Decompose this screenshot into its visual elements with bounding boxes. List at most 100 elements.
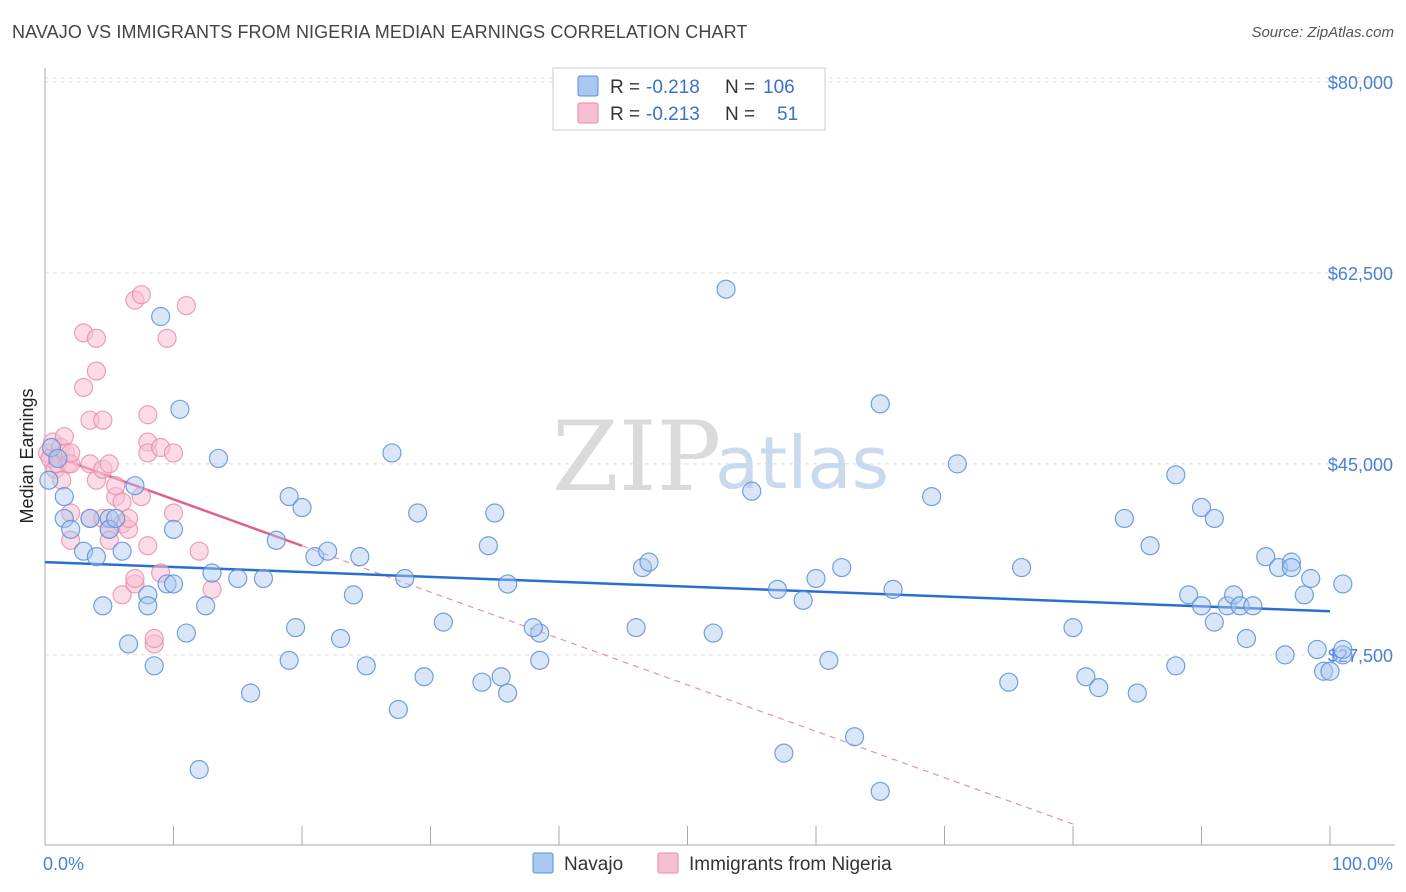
legend-n-value-nigeria: 51 bbox=[777, 104, 798, 125]
data-point-navajo bbox=[498, 683, 518, 703]
data-point-navajo bbox=[999, 672, 1019, 692]
data-point-nigeria bbox=[157, 328, 177, 348]
data-point-navajo bbox=[279, 487, 299, 507]
data-point-nigeria bbox=[138, 536, 158, 556]
data-point-nigeria bbox=[106, 476, 126, 496]
data-point-nigeria bbox=[86, 328, 107, 348]
data-point-navajo bbox=[703, 623, 723, 643]
data-point-navajo bbox=[472, 672, 492, 692]
data-point-navajo bbox=[99, 508, 119, 529]
data-point-navajo bbox=[1256, 547, 1276, 567]
data-point-navajo bbox=[356, 656, 376, 676]
data-point-navajo bbox=[388, 699, 408, 720]
data-point-navajo bbox=[1301, 568, 1321, 589]
data-point-navajo bbox=[318, 541, 338, 561]
data-point-navajo bbox=[54, 508, 74, 529]
data-point-navajo bbox=[844, 727, 865, 747]
data-point-navajo bbox=[157, 574, 177, 594]
data-point-navajo bbox=[1076, 667, 1096, 687]
data-point-navajo bbox=[330, 628, 351, 649]
data-point-nigeria bbox=[176, 295, 196, 316]
data-point-navajo bbox=[1204, 612, 1224, 632]
y-tick-label: $27,500 bbox=[1328, 646, 1393, 666]
data-point-navajo bbox=[491, 667, 511, 687]
data-point-navajo bbox=[819, 650, 839, 670]
data-point-navajo bbox=[1333, 645, 1353, 665]
data-point-navajo bbox=[350, 547, 370, 567]
data-point-nigeria bbox=[61, 530, 81, 550]
data-point-nigeria bbox=[131, 487, 151, 507]
data-point-navajo bbox=[1333, 574, 1353, 594]
data-point-navajo bbox=[806, 568, 826, 589]
y-tick-label: $45,000 bbox=[1328, 455, 1393, 475]
data-point-navajo bbox=[253, 568, 274, 589]
x-tick-label-max: 100.0% bbox=[1332, 854, 1393, 874]
series-navajo-points bbox=[39, 279, 1353, 801]
data-point-navajo bbox=[196, 596, 216, 616]
data-point-navajo bbox=[138, 596, 158, 616]
data-point-nigeria bbox=[112, 585, 132, 605]
data-point-navajo bbox=[163, 519, 184, 539]
y-ticks: $27,500 $45,000 $62,500 $80,000 bbox=[1328, 73, 1393, 666]
data-point-navajo bbox=[151, 306, 171, 327]
data-point-navajo bbox=[41, 437, 62, 458]
y-tick-label: $62,500 bbox=[1328, 264, 1393, 284]
data-point-navajo bbox=[1307, 639, 1327, 660]
data-point-navajo bbox=[1166, 656, 1186, 676]
data-point-navajo bbox=[48, 448, 68, 469]
data-point-navajo bbox=[1114, 508, 1135, 529]
data-point-navajo bbox=[1294, 585, 1314, 605]
data-point-nigeria bbox=[99, 530, 119, 550]
data-point-navajo bbox=[1243, 596, 1263, 616]
x-ticks: 0.0% 100.0% bbox=[43, 854, 1393, 874]
data-point-navajo bbox=[228, 568, 248, 589]
legend-n-value-navajo: 106 bbox=[763, 77, 795, 98]
data-point-navajo bbox=[144, 656, 164, 676]
data-point-navajo bbox=[774, 743, 794, 763]
data-point-navajo bbox=[883, 579, 903, 600]
data-point-navajo bbox=[61, 519, 81, 539]
data-point-navajo bbox=[163, 574, 184, 594]
data-point-nigeria bbox=[163, 443, 184, 463]
data-point-nigeria bbox=[189, 541, 209, 561]
data-point-navajo bbox=[106, 508, 126, 529]
data-point-navajo bbox=[99, 519, 119, 539]
data-point-nigeria bbox=[144, 628, 164, 649]
data-point-navajo bbox=[292, 497, 312, 518]
data-point-navajo bbox=[1320, 661, 1340, 681]
trend-line-nigeria-extension bbox=[301, 545, 1074, 825]
data-point-navajo bbox=[1140, 536, 1160, 556]
data-point-nigeria bbox=[93, 410, 113, 430]
data-point-navajo bbox=[93, 596, 113, 616]
data-point-navajo bbox=[241, 683, 261, 703]
data-point-navajo bbox=[478, 536, 498, 556]
data-point-nigeria bbox=[163, 503, 184, 523]
data-point-navajo bbox=[395, 568, 415, 589]
data-point-navajo bbox=[1333, 639, 1353, 660]
chart-title: NAVAJO VS IMMIGRANTS FROM NIGERIA MEDIAN… bbox=[12, 22, 748, 42]
data-point-nigeria bbox=[151, 563, 171, 583]
data-point-nigeria bbox=[86, 361, 107, 381]
data-point-nigeria bbox=[73, 377, 94, 398]
data-point-navajo bbox=[1313, 661, 1334, 681]
watermark: ZIP atlas bbox=[552, 401, 889, 513]
data-point-navajo bbox=[279, 650, 299, 670]
data-point-navajo bbox=[86, 547, 107, 567]
x-tick-label-min: 0.0% bbox=[43, 854, 84, 874]
data-point-navajo bbox=[382, 443, 402, 463]
data-point-navajo bbox=[1275, 645, 1295, 665]
watermark-atlas: atlas bbox=[715, 421, 889, 505]
data-point-nigeria bbox=[202, 579, 222, 600]
gridlines bbox=[45, 77, 1395, 656]
data-point-navajo bbox=[947, 454, 967, 474]
data-point-navajo bbox=[498, 574, 518, 594]
data-point-navajo bbox=[716, 279, 736, 299]
legend-swatch-navajo bbox=[577, 75, 599, 97]
data-point-navajo bbox=[408, 503, 428, 523]
data-point-navajo bbox=[266, 530, 286, 550]
data-point-navajo bbox=[305, 547, 325, 567]
data-point-navajo bbox=[39, 470, 59, 490]
data-point-navajo bbox=[54, 487, 74, 507]
legend-bottom: Navajo Immigrants from Nigeria bbox=[532, 852, 892, 875]
data-point-navajo bbox=[922, 487, 942, 507]
